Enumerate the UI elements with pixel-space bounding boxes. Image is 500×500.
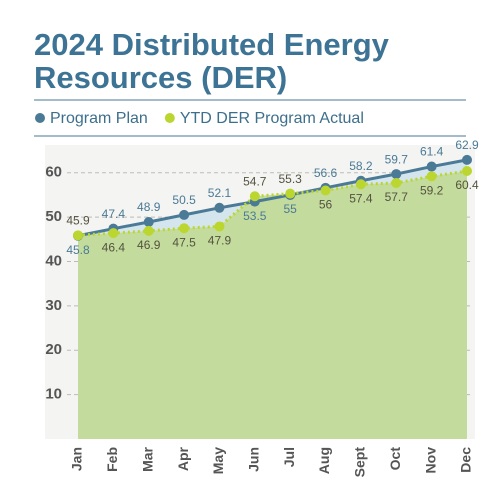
data-label: 47.5: [172, 235, 196, 249]
data-label: 47.4: [102, 207, 126, 221]
actual-point: [462, 165, 472, 176]
actual-point: [143, 225, 154, 236]
actual-point: [249, 191, 260, 202]
x-tick-label: Feb: [104, 447, 120, 472]
plan-point: [426, 161, 437, 172]
data-label: 59.2: [420, 183, 444, 197]
data-label: 45.8: [66, 243, 90, 257]
data-label: 50.5: [172, 193, 196, 207]
y-tick-label: 20: [45, 341, 62, 358]
data-label: 55.3: [279, 172, 303, 186]
x-tick-label: May: [210, 447, 226, 474]
actual-area: [78, 170, 467, 439]
data-label: 59.7: [385, 152, 409, 166]
data-label: 48.9: [137, 200, 161, 214]
data-label: 54.7: [243, 174, 267, 188]
plan-line: [77, 158, 468, 238]
y-tick-label: 50: [45, 208, 62, 225]
actual-point: [108, 228, 119, 239]
data-label: 47.9: [208, 234, 232, 248]
x-tick-label: Oct: [387, 447, 403, 471]
data-label: 57.7: [385, 190, 409, 204]
chart-title: 2024 Distributed Energy Resources (DER): [34, 27, 389, 95]
y-tick-label: 60: [45, 164, 62, 181]
x-tick-label: Dec: [458, 447, 474, 473]
data-label: 56: [319, 198, 333, 212]
actual-point: [179, 223, 190, 234]
data-label: 46.4: [102, 240, 126, 254]
actual-point: [426, 171, 437, 182]
actual-point: [73, 230, 83, 241]
data-label: 53.5: [243, 209, 267, 223]
legend-label: Program Plan: [50, 110, 148, 127]
actual-point: [285, 188, 296, 199]
plan-point: [143, 217, 154, 228]
data-label: 46.9: [137, 238, 161, 252]
x-tick-label: Jun: [246, 447, 262, 472]
plan-point: [214, 202, 225, 213]
plan-point: [391, 169, 402, 180]
legend-marker: [164, 113, 175, 123]
data-label: 58.2: [349, 159, 373, 173]
x-tick-label: Mar: [139, 446, 155, 471]
x-tick-label: Jul: [281, 447, 297, 467]
data-label: 61.4: [420, 145, 444, 159]
data-label: 57.4: [349, 191, 373, 205]
x-tick-label: Apr: [175, 446, 191, 471]
data-label: 45.9: [66, 213, 90, 227]
actual-point: [355, 179, 366, 190]
data-label: 60.4: [455, 178, 479, 192]
x-tick-label: Sept: [352, 447, 368, 478]
y-tick-label: 10: [45, 386, 62, 403]
actual-point: [391, 177, 402, 188]
data-label: 52.1: [208, 186, 232, 200]
plan-point: [462, 154, 472, 165]
data-label: 56.6: [314, 166, 338, 180]
plan-point: [179, 209, 190, 220]
y-tick-label: 40: [45, 252, 62, 269]
legend-label: YTD DER Program Actual: [180, 110, 364, 127]
data-label: 62.9: [455, 138, 479, 152]
data-label: 55: [284, 202, 298, 216]
actual-point: [214, 221, 225, 232]
x-tick-label: Jan: [69, 447, 85, 471]
actual-point: [320, 185, 331, 196]
x-tick-label: Aug: [316, 447, 332, 474]
y-tick-label: 30: [45, 297, 62, 314]
legend-marker: [35, 113, 45, 123]
actual-line: [77, 169, 468, 237]
x-tick-label: Nov: [422, 447, 438, 474]
